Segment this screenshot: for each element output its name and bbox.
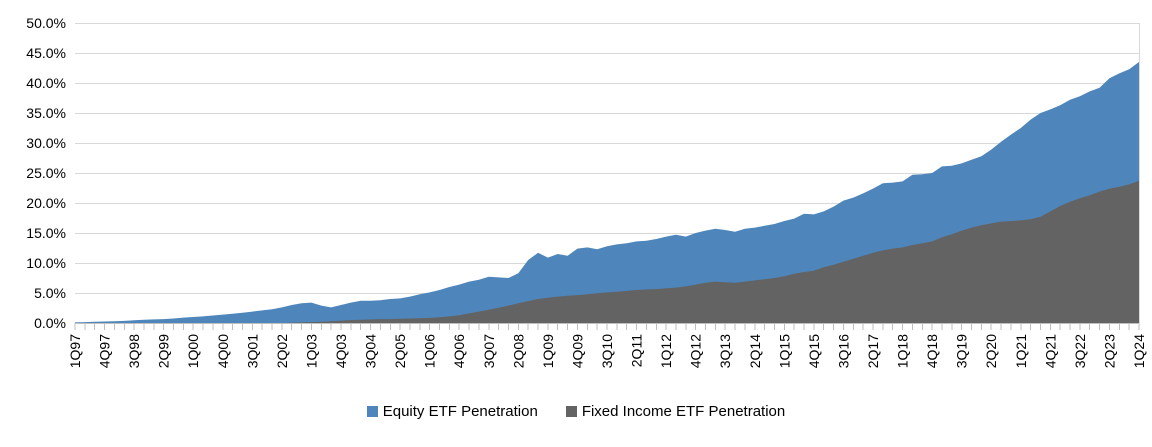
y-axis-label: 35.0% [26, 105, 66, 121]
legend-label-fixed-income: Fixed Income ETF Penetration [581, 403, 786, 420]
x-axis-label: 3Q07 [481, 334, 497, 368]
plot-area: 0.0% 5.0% 10.0% 15.0% 20.0% 25.0% 30.0% 35.0% 40… [26, 15, 1147, 368]
y-axis-label: 40.0% [26, 75, 66, 91]
x-axis-label: 4Q97 [97, 334, 113, 368]
legend-item-fixed-income: Fixed Income ETF Penetration [565, 403, 786, 420]
x-axis-label: 1Q24 [1131, 334, 1147, 368]
x-axis-label: 4Q21 [1042, 334, 1058, 368]
x-axis-label: 1Q00 [185, 334, 201, 368]
y-axis-label: 25.0% [26, 165, 66, 181]
x-axis-label: 1Q15 [776, 334, 792, 368]
x-axis-label: 4Q15 [806, 334, 822, 368]
x-axis-label: 2Q02 [274, 334, 290, 368]
x-axis-label: 3Q10 [599, 334, 615, 368]
legend-item-equity: Equity ETF Penetration [366, 403, 538, 420]
y-axis-label: 10.0% [26, 255, 66, 271]
x-axis-label: 1Q03 [303, 334, 319, 368]
y-axis-label: 15.0% [26, 225, 66, 241]
y-axis-label: 45.0% [26, 45, 66, 61]
x-axis-label: 2Q14 [747, 334, 763, 368]
x-axis-label: 2Q11 [629, 334, 645, 367]
x-axis-label: 2Q05 [392, 334, 408, 368]
y-axis-label: 50.0% [26, 15, 66, 31]
x-axis-label: 1Q09 [540, 334, 556, 368]
x-axis-label: 4Q09 [569, 334, 585, 368]
x-axis-label: 3Q22 [1072, 334, 1088, 368]
x-axis-label: 1Q06 [422, 334, 438, 368]
x-axis-label: 2Q20 [983, 334, 999, 368]
x-axis-label: 2Q17 [865, 334, 881, 368]
x-axis-label: 4Q12 [688, 334, 704, 368]
x-axis-label: 4Q18 [924, 334, 940, 368]
y-axis-label: 30.0% [26, 135, 66, 151]
x-axis-label: 4Q06 [451, 334, 467, 368]
y-axis-label: 0.0% [34, 315, 66, 331]
x-axis-label: 3Q01 [244, 334, 260, 368]
x-axis-label: 3Q98 [126, 334, 142, 368]
x-axis-label: 4Q00 [215, 334, 231, 368]
x-axis-label: 1Q12 [658, 334, 674, 368]
x-axis-label: 3Q16 [835, 334, 851, 368]
x-axis-label: 3Q19 [954, 334, 970, 368]
legend: Equity ETF Penetration Fixed Income ETF … [0, 403, 1152, 420]
x-axis-label: 3Q13 [717, 334, 733, 368]
equity-swatch-icon [366, 406, 378, 417]
x-axis-label: 1Q21 [1013, 334, 1029, 368]
x-axis-label: 1Q18 [895, 334, 911, 368]
x-axis-label: 4Q03 [333, 334, 349, 368]
x-axis-label: 2Q08 [510, 334, 526, 368]
fixed-income-swatch-icon [565, 406, 577, 417]
x-axis-label: 2Q99 [156, 334, 172, 368]
legend-label-equity: Equity ETF Penetration [382, 403, 538, 420]
x-axis-label: 3Q04 [363, 334, 379, 368]
x-axis-label: 1Q97 [67, 334, 83, 368]
fixed-income-area [75, 180, 1139, 323]
y-axis-label: 20.0% [26, 195, 66, 211]
x-axis-label: 2Q23 [1101, 334, 1117, 368]
y-axis-label: 5.0% [34, 285, 66, 301]
